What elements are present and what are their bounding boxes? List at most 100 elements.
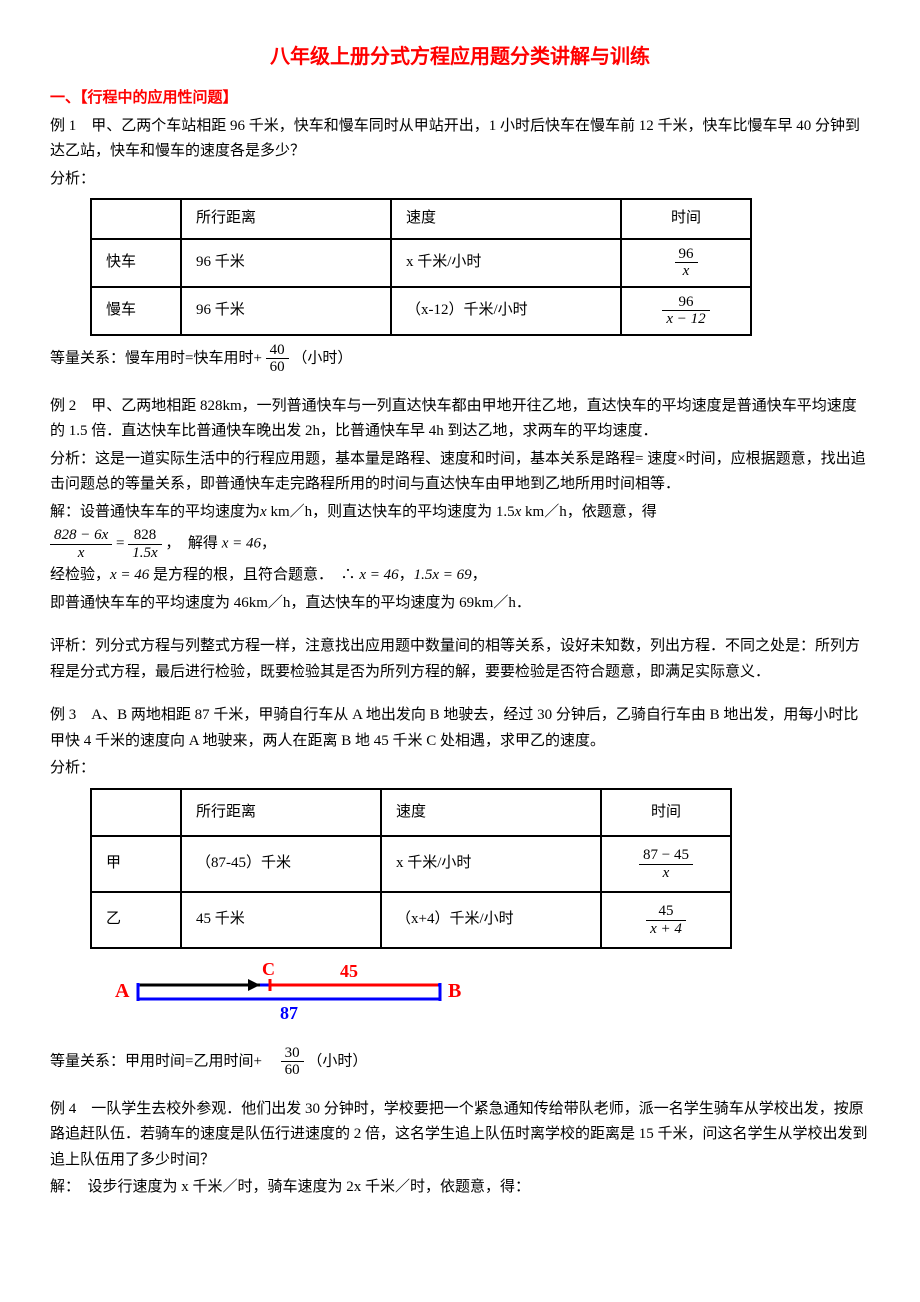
- cell: x 千米/小时: [391, 239, 621, 287]
- frac-num: 45: [646, 903, 686, 921]
- example-2-p5: 即普通快车车的平均速度为 46km／h，直达快车的平均速度为 69km／h．: [50, 591, 870, 617]
- example-4: 例 4 一队学生去校外参观．他们出发 30 分钟时，学校要把一个紧急通知传给带队…: [50, 1097, 870, 1174]
- cell: 快车: [91, 239, 181, 287]
- label-45: 45: [340, 961, 358, 981]
- cell: 45x + 4: [601, 892, 731, 948]
- ex2-text: 甲、乙两地相距 828km，一列普通快车与一列直达快车都由甲地开往乙地，直达快车…: [50, 398, 857, 440]
- frac-num: 828: [128, 527, 161, 545]
- text: ，: [261, 535, 276, 551]
- x46: x = 46: [110, 567, 149, 583]
- text: km／h，则直达快车的平均速度为 1.5: [267, 504, 515, 520]
- ex2-label: 例 2: [50, 398, 76, 414]
- x46b: x = 46: [359, 567, 398, 583]
- cell: 96x: [621, 239, 751, 287]
- ex1-text: 甲、乙两个车站相距 96 千米，快车和慢车同时从甲站开出，1 小时后快车在慢车前…: [50, 118, 860, 160]
- table-row: 乙 45 千米 （x+4）千米/小时 45x + 4: [91, 892, 731, 948]
- frac-num: 96: [662, 294, 709, 312]
- frac-den: 60: [281, 1062, 304, 1079]
- ex3-text: A、B 两地相距 87 千米，甲骑自行车从 A 地出发向 B 地驶去，经过 30…: [50, 707, 858, 749]
- eq3-pre: 等量关系：甲用时间=乙用时间+: [50, 1053, 277, 1069]
- text: km／h，依题意，得: [521, 504, 656, 520]
- diagram-ex3: A C 45 87 B: [110, 957, 870, 1037]
- frac-den: x: [639, 865, 693, 882]
- frac-den: 1.5x: [128, 545, 161, 562]
- equals: =: [116, 535, 124, 551]
- cell: （x+4）千米/小时: [381, 892, 601, 948]
- table-row: 甲 （87-45）千米 x 千米/小时 87 − 45x: [91, 836, 731, 892]
- cell: （87-45）千米: [181, 836, 381, 892]
- equation-relation-3: 等量关系：甲用时间=乙用时间+ 3060 （小时）: [50, 1045, 870, 1079]
- example-2-p2: 分析：这是一道实际生活中的行程应用题，基本量是路程、速度和时间，基本关系是路程=…: [50, 447, 870, 498]
- cell: 45 千米: [181, 892, 381, 948]
- cell: 乙: [91, 892, 181, 948]
- example-3: 例 3 A、B 两地相距 87 千米，甲骑自行车从 A 地出发向 B 地驶去，经…: [50, 703, 870, 754]
- frac-den: 60: [266, 359, 289, 376]
- table-row: 所行距离 速度 时间: [91, 199, 751, 239]
- ex3-label: 例 3: [50, 707, 76, 723]
- section-1-header: 一、【行程中的应用性问题】: [50, 86, 870, 112]
- x69: 1.5x = 69: [414, 567, 472, 583]
- cell: （x-12）千米/小时: [391, 287, 621, 335]
- label-a: A: [115, 980, 130, 1002]
- example-2-comment: 评析：列分式方程与列整式方程一样，注意找出应用题中数量间的相等关系，设好未知数，…: [50, 634, 870, 685]
- label-b: B: [448, 980, 461, 1002]
- example-4-sol: 解： 设步行速度为 x 千米／时，骑车速度为 2x 千米／时，依题意，得：: [50, 1175, 870, 1201]
- cell: 时间: [621, 199, 751, 239]
- table-row: 慢车 96 千米 （x-12）千米/小时 96x − 12: [91, 287, 751, 335]
- analyze-label-1: 分析：: [50, 167, 870, 193]
- analyze-label-3: 分析：: [50, 756, 870, 782]
- cell: 96 千米: [181, 239, 391, 287]
- text: 是方程的根，且符合题意． ∴: [149, 567, 359, 583]
- frac-num: 40: [266, 342, 289, 360]
- arrow-head-icon: [248, 979, 260, 991]
- cell: 96x − 12: [621, 287, 751, 335]
- cell: 所行距离: [181, 789, 381, 837]
- ex4-label: 例 4: [50, 1101, 76, 1117]
- label-87: 87: [280, 1003, 298, 1023]
- text: ，: [399, 567, 414, 583]
- frac-den: x: [50, 545, 112, 562]
- cell: x 千米/小时: [381, 836, 601, 892]
- label-c: C: [262, 959, 275, 979]
- example-2-p4: 经检验，x = 46 是方程的根，且符合题意． ∴ x = 46，1.5x = …: [50, 563, 870, 589]
- ex4-text: 一队学生去校外参观．他们出发 30 分钟时，学校要把一个紧急通知传给带队老师，派…: [50, 1101, 868, 1168]
- cell: 速度: [391, 199, 621, 239]
- cell: 慢车: [91, 287, 181, 335]
- example-1: 例 1 甲、乙两个车站相距 96 千米，快车和慢车同时从甲站开出，1 小时后快车…: [50, 114, 870, 165]
- frac-den: x + 4: [646, 921, 686, 938]
- cell: 87 − 45x: [601, 836, 731, 892]
- table-row: 所行距离 速度 时间: [91, 789, 731, 837]
- table-row: 快车 96 千米 x 千米/小时 96x: [91, 239, 751, 287]
- example-2-eq: 828 − 6xx = 8281.5x ， 解得 x = 46，: [50, 527, 870, 561]
- cell: 所行距离: [181, 199, 391, 239]
- example-2-p1: 例 2 甲、乙两地相距 828km，一列普通快车与一列直达快车都由甲地开往乙地，…: [50, 394, 870, 445]
- cell: 甲: [91, 836, 181, 892]
- frac-num: 87 − 45: [639, 847, 693, 865]
- var-x: x: [260, 504, 267, 520]
- eq3-post: （小时）: [307, 1053, 367, 1069]
- table-ex1: 所行距离 速度 时间 快车 96 千米 x 千米/小时 96x 慢车 96 千米…: [90, 198, 752, 336]
- cell: 96 千米: [181, 287, 391, 335]
- text: ， 解得: [165, 535, 221, 551]
- cell: [91, 789, 181, 837]
- text: ，: [472, 567, 487, 583]
- equation-relation-1: 等量关系：慢车用时=快车用时+ 4060 （小时）: [50, 342, 870, 376]
- example-2-p3: 解：设普通快车车的平均速度为x km／h，则直达快车的平均速度为 1.5x km…: [50, 500, 870, 526]
- text: 解：设普通快车车的平均速度为: [50, 504, 260, 520]
- table-ex3: 所行距离 速度 时间 甲 （87-45）千米 x 千米/小时 87 − 45 x …: [90, 788, 732, 950]
- eq1-pre: 等量关系：慢车用时=快车用时+: [50, 350, 266, 366]
- eq1-post: （小时）: [292, 350, 352, 366]
- frac-den: x: [675, 263, 698, 280]
- frac-num: 30: [281, 1045, 304, 1063]
- diagram-svg: A C 45 87 B: [110, 957, 490, 1027]
- frac-num: 828 − 6x: [50, 527, 112, 545]
- frac-den: x − 12: [662, 311, 709, 328]
- sol: x = 46: [222, 535, 261, 551]
- cell: [91, 199, 181, 239]
- cell: 速度: [381, 789, 601, 837]
- text: 经检验，: [50, 567, 110, 583]
- ex1-label: 例 1: [50, 118, 76, 134]
- cell: 时间: [601, 789, 731, 837]
- frac-num: 96: [675, 246, 698, 264]
- page-title: 八年级上册分式方程应用题分类讲解与训练: [50, 40, 870, 74]
